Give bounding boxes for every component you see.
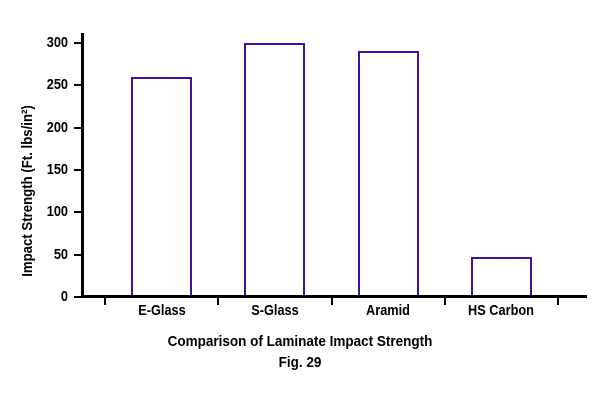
x-axis-tick [217, 298, 220, 305]
chart-title: Comparison of Laminate Impact Strength [167, 333, 433, 350]
figure-number: Fig. 29 [278, 354, 322, 371]
bar-s-glass [244, 43, 306, 297]
y-axis-line [81, 33, 84, 298]
x-category-label: E-Glass [137, 302, 186, 319]
y-axis-tick [74, 84, 82, 87]
x-axis-tick [557, 298, 559, 305]
bar-hs-carbon [470, 257, 532, 297]
y-axis-tick [74, 42, 82, 44]
y-tick-label: 0 [60, 288, 68, 305]
y-axis-tick [74, 126, 82, 129]
y-tick-label: 200 [46, 118, 68, 136]
x-axis-tick [104, 298, 106, 305]
y-tick-label: 50 [53, 245, 68, 263]
y-axis-tick [74, 253, 82, 256]
x-category-label: HS Carbon [468, 302, 535, 319]
y-axis-tick [74, 169, 82, 171]
bar-e-glass [131, 76, 193, 297]
y-axis-tick [74, 296, 82, 298]
y-axis-tick [74, 211, 82, 214]
x-category-label: S-Glass [251, 302, 299, 319]
x-axis-line [81, 295, 587, 298]
bar-aramid [357, 51, 419, 297]
x-axis-tick [443, 298, 446, 305]
y-tick-label: 250 [46, 76, 68, 94]
y-tick-label: 300 [46, 34, 68, 51]
y-tick-label: 150 [46, 161, 68, 178]
y-axis-label: Impact Strength (Ft. lbs/in²) [19, 105, 36, 277]
x-category-label: Aramid [366, 302, 411, 319]
x-axis-tick [330, 298, 333, 305]
y-tick-label: 100 [46, 203, 68, 221]
